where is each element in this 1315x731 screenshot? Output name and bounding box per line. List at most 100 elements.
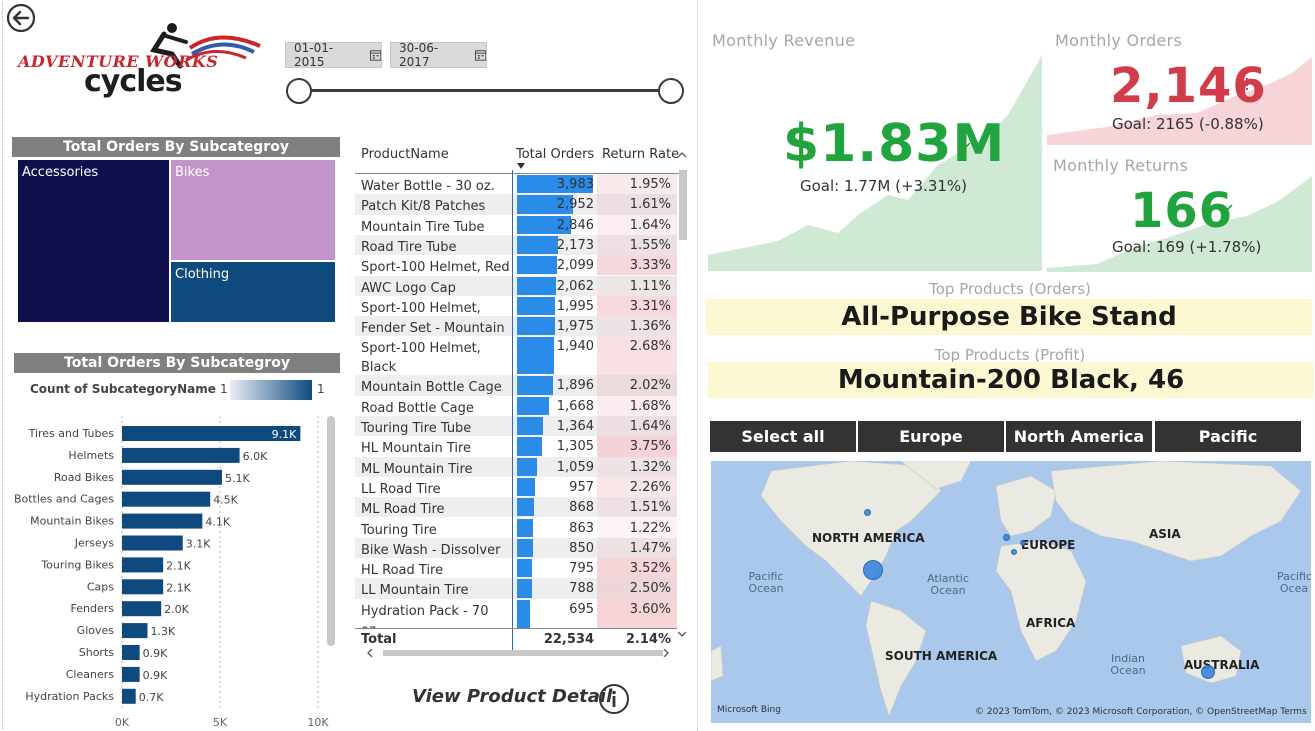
bar[interactable] <box>122 491 211 507</box>
info-icon[interactable] <box>598 683 630 715</box>
cell-product-name: HL Road Tire <box>361 563 444 579</box>
table-row[interactable]: Water Bottle - 30 oz. 3,983 1.95% <box>355 174 677 195</box>
scroll-up-icon[interactable] <box>678 152 686 158</box>
category-label: Fenders <box>71 602 115 615</box>
map-bubble-uk[interactable] <box>1003 534 1010 541</box>
bar[interactable] <box>122 469 222 485</box>
map-label-australia: AUSTRALIA <box>1184 658 1260 672</box>
map-label-north-america: NORTH AMERICA <box>812 531 925 545</box>
table-row[interactable]: Touring Tire Tube 1,364 1.64% <box>355 416 677 437</box>
table-row[interactable]: Hydration Pack - 70 oz. 695 3.60% <box>355 598 677 628</box>
cell-product-name: Road Tire Tube <box>361 239 457 255</box>
category-label: Jerseys <box>74 537 115 550</box>
bar[interactable] <box>122 623 148 639</box>
bar[interactable] <box>122 666 140 682</box>
treemap-cell-accessories[interactable]: Accessories <box>18 160 169 322</box>
table-row[interactable]: Fender Set - Mountain 1,975 1.36% <box>355 316 677 337</box>
start-date-field[interactable]: 01-01-2015 <box>285 41 382 69</box>
map-label-pacific-ocean: Pacific Ocean <box>748 570 784 595</box>
table-row[interactable]: Touring Tire 863 1.22% <box>355 517 677 538</box>
end-date-field[interactable]: 30-06-2017 <box>390 41 487 69</box>
map-bubble-australia[interactable] <box>1201 665 1215 679</box>
table-row[interactable]: HL Mountain Tire 1,305 3.75% <box>355 436 677 457</box>
bar[interactable] <box>122 513 203 529</box>
table-row[interactable]: ML Road Tire 868 1.51% <box>355 497 677 518</box>
logo-cycles-line: cycles <box>84 64 183 99</box>
table-row[interactable]: HL Road Tire 795 3.52% <box>355 558 677 579</box>
cell-total-orders: 957 <box>569 479 594 495</box>
scroll-right-icon[interactable] <box>663 649 669 657</box>
orders-data-bar <box>517 317 555 336</box>
view-product-detail-button[interactable]: View Product Detail <box>412 686 613 707</box>
region-button-pacific[interactable]: Pacific <box>1155 421 1301 452</box>
table-row[interactable]: Road Tire Tube 2,173 1.55% <box>355 234 677 256</box>
cell-product-name: Road Bottle Cage <box>361 400 474 416</box>
table-row[interactable]: Mountain Tire Tube 2,846 1.64% <box>355 214 677 235</box>
header-total-orders[interactable]: Total Orders <box>516 147 595 162</box>
treemap-cell-bikes[interactable]: Bikes <box>171 160 335 260</box>
table-row[interactable]: Mountain Bottle Cage 1,896 2.02% <box>355 375 677 396</box>
cell-return-rate: 1.36% <box>629 319 671 335</box>
map-label-pacific-ocean-east: Pacific Ocea <box>1277 570 1311 595</box>
table-row[interactable]: LL Road Tire 957 2.26% <box>355 476 677 498</box>
bar-chart-scrollbar[interactable] <box>327 416 335 646</box>
bar-value-label: 0.7K <box>139 691 164 704</box>
cell-product-name: ML Road Tire <box>361 502 445 518</box>
bar[interactable] <box>122 447 240 463</box>
table-row[interactable]: Sport-100 Helmet, Black 1,940 2.68% <box>355 336 677 376</box>
map-bubble-france[interactable] <box>1011 549 1017 555</box>
date-range-end-handle[interactable] <box>658 78 684 104</box>
table-row[interactable]: Patch Kit/8 Patches 2,952 1.61% <box>355 194 677 215</box>
cell-return-rate: 2.50% <box>629 581 671 597</box>
bar[interactable] <box>122 426 301 441</box>
bar[interactable] <box>122 535 183 551</box>
category-label: Road Bikes <box>54 471 114 484</box>
monthly-returns-goal: Goal: 169 (+1.78%) <box>1112 238 1262 256</box>
table-row[interactable]: AWC Logo Cap 2,062 1.11% <box>355 275 677 296</box>
calendar-icon[interactable] <box>369 49 381 61</box>
table-row[interactable]: Sport-100 Helmet, Red 2,099 3.33% <box>355 255 677 276</box>
table-row[interactable]: Road Bottle Cage 1,668 1.68% <box>355 395 677 416</box>
treemap-cell-clothing[interactable]: Clothing <box>171 262 335 322</box>
table-row[interactable]: LL Mountain Tire 788 2.50% <box>355 578 677 599</box>
map-bubble-usa[interactable] <box>863 560 883 580</box>
return-rate-heat-cell <box>597 174 677 195</box>
table-header: ProductName Total Orders Return Rate <box>355 140 686 174</box>
cell-product-name: Bike Wash - Dissolver <box>361 542 501 558</box>
cell-product-name: Touring Tire <box>361 522 437 538</box>
total-return-rate: 2.14% <box>625 632 671 647</box>
cell-return-rate: 1.61% <box>629 197 671 213</box>
table-row[interactable]: Bike Wash - Dissolver 850 1.47% <box>355 537 677 559</box>
bar-value-label: 6.0K <box>243 450 268 463</box>
table-vertical-scrollbar[interactable] <box>679 170 687 240</box>
top-products-orders-label: Top Products (Orders) <box>929 280 1091 298</box>
date-range-slider-track[interactable] <box>300 89 672 92</box>
table-horizontal-scrollbar[interactable] <box>383 650 663 656</box>
back-arrow-icon[interactable] <box>6 3 36 33</box>
category-label: Mountain Bikes <box>30 515 114 528</box>
bar[interactable] <box>122 557 164 573</box>
orders-data-bar <box>517 559 533 578</box>
table-row[interactable]: ML Mountain Tire 1,059 1.32% <box>355 456 677 477</box>
bar-value-label: 2.1K <box>166 581 191 594</box>
region-button-select-all[interactable]: Select all <box>710 421 856 452</box>
header-product-name[interactable]: ProductName <box>361 147 449 162</box>
map-bubble-canada[interactable] <box>864 509 871 516</box>
return-rate-heat-cell <box>597 517 677 538</box>
region-button-europe[interactable]: Europe <box>858 421 1004 452</box>
scroll-down-icon[interactable] <box>678 631 686 637</box>
world-map[interactable]: NORTH AMERICA EUROPE ASIA AFRICA SOUTH A… <box>711 461 1311 723</box>
x-tick-label: 10K <box>307 716 329 729</box>
bar[interactable] <box>122 688 136 704</box>
calendar-icon[interactable] <box>474 49 486 61</box>
scroll-left-icon[interactable] <box>367 649 373 657</box>
header-return-rate[interactable]: Return Rate <box>602 147 680 162</box>
region-button-north-america[interactable]: North America <box>1006 421 1152 452</box>
map-bubble-germany[interactable] <box>1020 540 1026 546</box>
bar[interactable] <box>122 579 164 595</box>
date-range-start-handle[interactable] <box>286 78 312 104</box>
bar[interactable] <box>122 645 140 660</box>
bar[interactable] <box>122 601 162 617</box>
cell-return-rate: 1.51% <box>629 500 671 516</box>
